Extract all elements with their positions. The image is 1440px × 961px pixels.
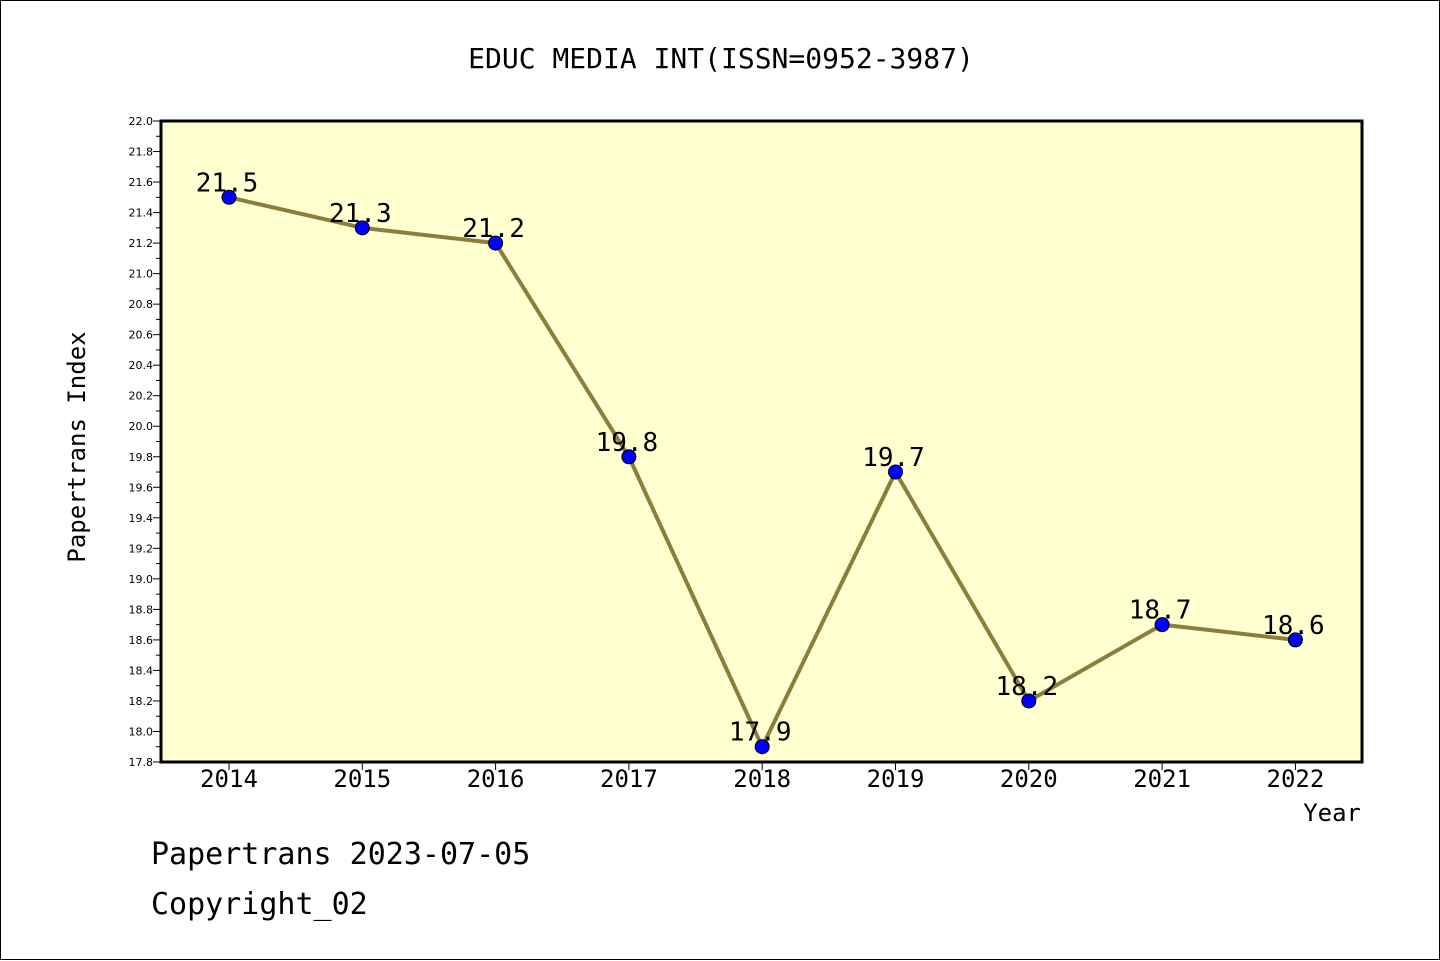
data-point-marker: [1287, 632, 1303, 648]
x-tick-label: 2015: [333, 765, 391, 793]
y-tick-label: 17.8: [129, 756, 154, 769]
x-tick-label: 2014: [200, 765, 258, 793]
data-point-marker: [488, 235, 504, 251]
x-axis-label: Year: [1303, 799, 1361, 827]
x-tick-label: 2016: [467, 765, 525, 793]
footer-date-text: Papertrans 2023-07-05: [151, 837, 531, 872]
data-point-marker: [1021, 693, 1037, 709]
y-tick-label: 19.4: [129, 512, 154, 525]
y-tick-label: 20.8: [129, 298, 154, 311]
x-tick-label: 2022: [1267, 765, 1325, 793]
data-label: 21.5: [196, 168, 259, 198]
y-tick-label: 20.2: [129, 390, 154, 403]
data-label: 18.6: [1262, 611, 1325, 641]
y-tick-label: 21.2: [129, 237, 154, 250]
x-tick-label: 2020: [1000, 765, 1058, 793]
y-tick-label: 22.0: [129, 115, 154, 128]
y-tick-label: 21.6: [129, 176, 154, 189]
y-tick-label: 21.0: [129, 268, 154, 281]
data-point-marker: [221, 189, 237, 205]
data-point-marker: [1154, 617, 1170, 633]
y-axis-label: Papertrans Index: [63, 331, 91, 562]
data-point-marker: [354, 220, 370, 236]
data-point-marker: [754, 739, 770, 755]
x-tick-label: 2019: [867, 765, 925, 793]
data-label: 21.3: [329, 199, 392, 229]
data-point-marker: [621, 449, 637, 465]
data-label: 19.8: [596, 428, 659, 458]
data-labels: 21.5 21.3 21.2 19.8 17.9 19.7 18.2 18.7 18.6: [196, 168, 1325, 747]
y-tick-label: 19.2: [129, 542, 154, 555]
x-tick-label: 2018: [733, 765, 791, 793]
y-tick-label: 18.8: [129, 603, 154, 616]
y-tick-label: 19.0: [129, 573, 154, 586]
y-tick-label: 18.2: [129, 695, 154, 708]
chart-title: EDUC MEDIA INT(ISSN=0952-3987): [468, 42, 974, 75]
y-tick-label: 18.0: [129, 725, 154, 738]
footer-copyright-text: Copyright_02: [151, 887, 368, 922]
data-label: 18.2: [995, 672, 1058, 702]
series: [221, 189, 1303, 755]
x-tick-label: 2017: [600, 765, 658, 793]
x-tick-label: 2021: [1133, 765, 1191, 793]
y-tick-label: 21.8: [129, 146, 154, 159]
y-tick-label: 21.4: [129, 207, 154, 220]
data-label: 18.7: [1129, 596, 1192, 626]
y-tick-label: 20.0: [129, 420, 154, 433]
y-axis: 17.8 18.0 18.2 18.4 18.6 18.8 19.0 19.2 19.4 19.6…: [129, 115, 161, 769]
data-point-marker: [888, 464, 903, 480]
y-tick-label: 20.6: [129, 329, 154, 342]
data-label: 19.7: [862, 443, 925, 473]
y-tick-label: 18.4: [129, 664, 154, 677]
y-tick-label: 19.6: [129, 481, 154, 494]
data-label: 17.9: [729, 718, 792, 748]
y-tick-label: 20.4: [129, 359, 154, 372]
data-label: 21.2: [462, 214, 525, 244]
y-tick-label: 18.6: [129, 634, 154, 647]
x-axis: 2014 2015 2016 2017 2018 2019 2020 2021 2022: [200, 762, 1324, 793]
y-tick-label: 19.8: [129, 451, 154, 464]
